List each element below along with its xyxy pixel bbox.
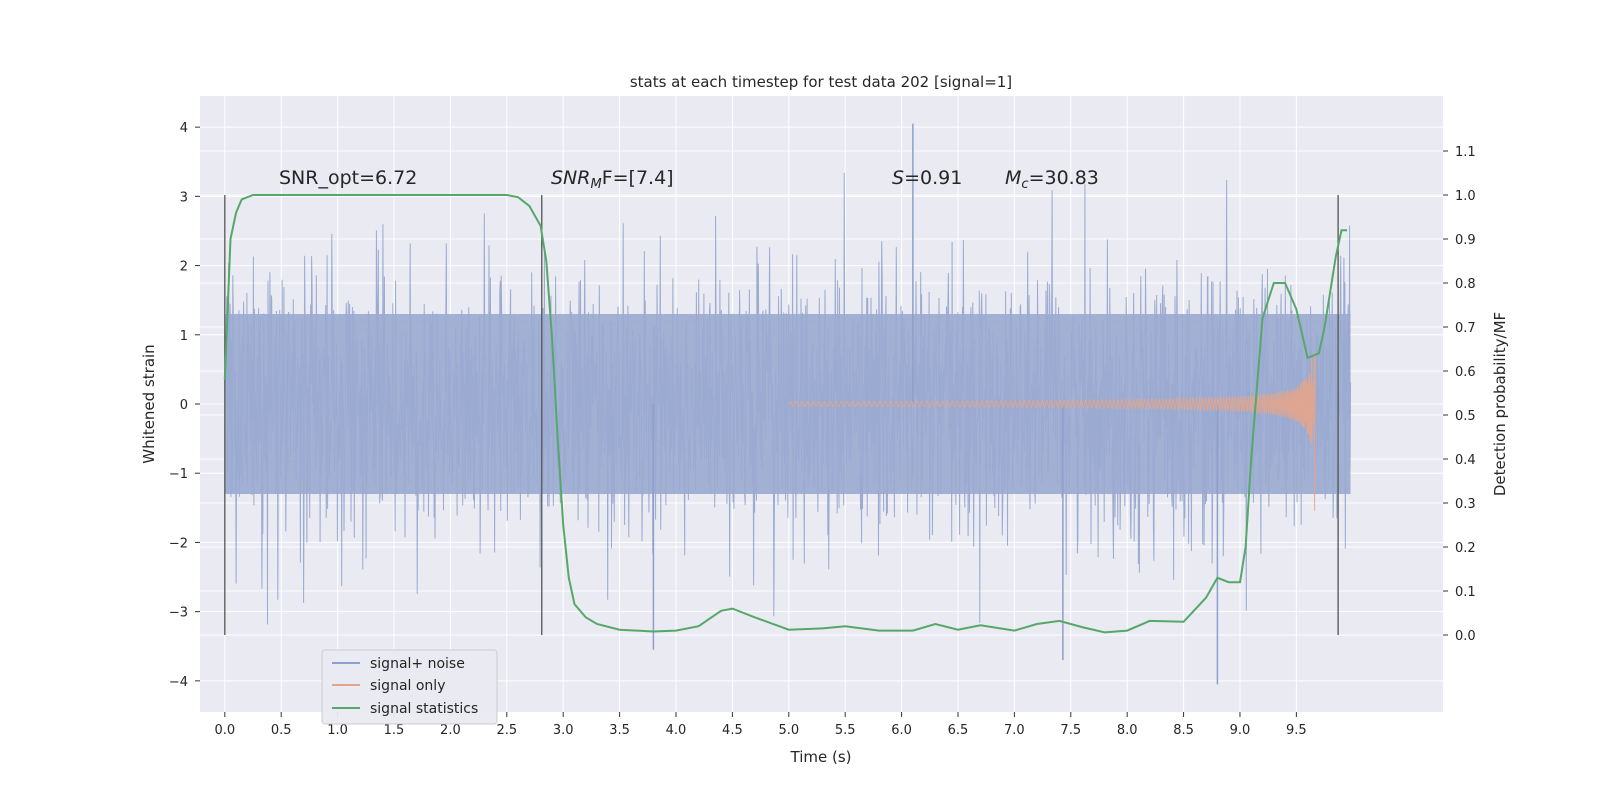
y2-tick-label: 0.7 xyxy=(1455,321,1476,336)
series-signal-only xyxy=(788,353,1316,511)
y-tick-label: 3 xyxy=(180,190,188,205)
x-tick-label: 9.0 xyxy=(1230,723,1251,738)
y2-axis-label: Detection probability/MF xyxy=(1491,312,1509,496)
series-signal-statistics xyxy=(223,194,1348,634)
chart-title: stats at each timestep for test data 202… xyxy=(630,73,1012,91)
chirp-trace xyxy=(788,353,1316,511)
y-axis-ticks: 4 3 2 1 0 −1 −2 −3 −4 xyxy=(169,121,200,690)
annotation-s: S=0.91 xyxy=(892,167,962,189)
annotation-snr-mf-sub: M xyxy=(590,177,601,192)
x-tick-label: 1.0 xyxy=(327,723,348,738)
x-tick-label: 0.5 xyxy=(271,723,292,738)
x-tick-label: 1.5 xyxy=(384,723,405,738)
y2-tick-label: 0.4 xyxy=(1455,453,1476,468)
x-axis-ticks: 0.0 0.5 1.0 1.5 2.0 2.5 3.0 3.5 4.0 4.5 5.0 5.5 6.0 6… xyxy=(214,712,1307,738)
y-axis-label: Whitened strain xyxy=(140,344,158,463)
y2-tick-label: 0.6 xyxy=(1455,365,1476,380)
x-tick-label: 3.5 xyxy=(609,723,630,738)
y2-tick-label: 1.0 xyxy=(1455,189,1476,204)
legend-label-signal-statistics: signal statistics xyxy=(370,701,478,717)
x-axis-label: Time (s) xyxy=(790,748,852,766)
x-tick-label: 7.5 xyxy=(1060,723,1081,738)
annotation-snr-mf: SNRMF=[7.4] xyxy=(551,167,674,192)
annotation-snr-mf-var: SNR xyxy=(551,167,590,189)
annotation-s-var: S xyxy=(892,167,904,189)
y2-tick-label: 0.9 xyxy=(1455,233,1476,248)
y-tick-label: 4 xyxy=(180,121,188,136)
y2-tick-label: 0.1 xyxy=(1455,585,1476,600)
x-tick-label: 4.0 xyxy=(666,723,687,738)
x-tick-label: 0.0 xyxy=(214,723,235,738)
y-tick-label: 2 xyxy=(180,260,188,275)
annotation-snr-opt: SNR_opt=6.72 xyxy=(279,167,417,189)
legend-label-signal-noise: signal+ noise xyxy=(370,656,465,672)
y2-tick-label: 0.8 xyxy=(1455,277,1476,292)
legend-box xyxy=(321,649,498,725)
vertical-markers xyxy=(224,195,1339,635)
x-tick-label: 5.5 xyxy=(835,723,856,738)
annotation-mc-sub: c xyxy=(1021,177,1028,192)
x-tick-label: 8.0 xyxy=(1117,723,1138,738)
x-tick-label: 6.5 xyxy=(948,723,969,738)
legend: signal+ noise signal only signal statist… xyxy=(321,649,498,725)
noise-dense-band xyxy=(224,314,1351,494)
y2-tick-label: 0.2 xyxy=(1455,541,1476,556)
y-tick-label: −3 xyxy=(169,606,188,621)
y-tick-label: −2 xyxy=(169,536,188,551)
x-tick-label: 3.0 xyxy=(553,723,574,738)
x-tick-label: 7.0 xyxy=(1004,723,1025,738)
annotation-mc-value: =30.83 xyxy=(1029,167,1099,189)
x-tick-label: 2.5 xyxy=(496,723,517,738)
y-tick-label: 1 xyxy=(180,329,188,344)
annotation-s-value: =0.91 xyxy=(904,167,962,189)
y-tick-label: 0 xyxy=(180,398,188,413)
stats-line xyxy=(223,194,1348,634)
y2-tick-label: 0.0 xyxy=(1455,629,1476,644)
x-tick-label: 4.5 xyxy=(722,723,743,738)
y2-tick-label: 0.3 xyxy=(1455,497,1476,512)
legend-label-signal-only: signal only xyxy=(370,678,445,694)
x-tick-label: 2.0 xyxy=(440,723,461,738)
y2-axis-ticks: 1.1 1.0 0.9 0.8 0.7 0.6 0.5 0.4 0.3 0.2 0.1 0.0 xyxy=(1443,145,1476,644)
y-tick-label: −4 xyxy=(169,675,188,690)
x-tick-label: 6.0 xyxy=(891,723,912,738)
y2-tick-label: 1.1 xyxy=(1455,145,1476,160)
x-tick-label: 9.5 xyxy=(1286,723,1307,738)
y2-tick-label: 0.5 xyxy=(1455,409,1476,424)
x-tick-label: 5.0 xyxy=(778,723,799,738)
y-tick-label: −1 xyxy=(169,467,188,482)
annotation-snr-mf-value: F=[7.4] xyxy=(602,167,674,189)
x-tick-label: 8.5 xyxy=(1173,723,1194,738)
annotation-mc-var: M xyxy=(1005,167,1021,189)
annotation-mc: Mc=30.83 xyxy=(1005,167,1099,192)
series-signal-noise xyxy=(224,123,1351,685)
